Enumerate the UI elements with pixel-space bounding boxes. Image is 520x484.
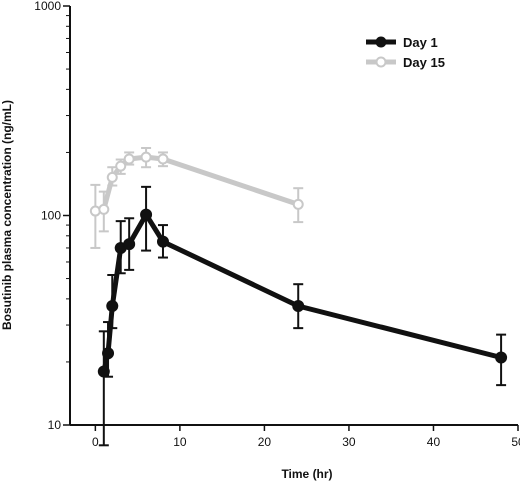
y-tick-label-1000: 1000	[34, 0, 61, 13]
data-point	[157, 153, 169, 165]
x-tick-label-50: 50	[511, 435, 520, 449]
data-point	[495, 351, 508, 364]
data-point	[123, 238, 136, 251]
data-point	[115, 160, 127, 172]
y-tick-label-10: 10	[48, 418, 62, 432]
x-tick-label-20: 20	[258, 435, 272, 449]
x-axis-title: Time (hr)	[281, 467, 332, 481]
legend-marker-day-15	[375, 56, 387, 68]
data-point	[123, 153, 135, 165]
data-point	[106, 171, 118, 183]
data-point	[106, 299, 119, 312]
series-day-15	[89, 146, 304, 249]
data-point	[140, 208, 153, 221]
x-tick-label-0: 0	[92, 435, 99, 449]
legend-label-day-1: Day 1	[403, 35, 438, 50]
legend: Day 1 Day 15	[366, 35, 445, 70]
data-point	[97, 365, 110, 378]
legend-label-day-15: Day 15	[403, 55, 445, 70]
data-point	[140, 151, 152, 163]
data-point	[292, 198, 304, 210]
ticks: 0 10 20 30 40 50 10 100 1000	[34, 0, 520, 449]
series-day-1	[97, 185, 508, 447]
data-point	[102, 347, 115, 360]
x-tick-label-40: 40	[427, 435, 441, 449]
data-point	[156, 235, 169, 248]
legend-marker-day-1	[375, 36, 387, 48]
series-layer	[89, 146, 508, 447]
y-axis-title: Bosutinib plasma concentration (ng/mL)	[0, 100, 14, 330]
y-tick-label-100: 100	[41, 209, 61, 223]
axes	[69, 6, 518, 426]
data-point	[98, 203, 110, 215]
x-tick-label-30: 30	[342, 435, 356, 449]
data-point	[292, 299, 305, 312]
x-tick-label-10: 10	[173, 435, 187, 449]
